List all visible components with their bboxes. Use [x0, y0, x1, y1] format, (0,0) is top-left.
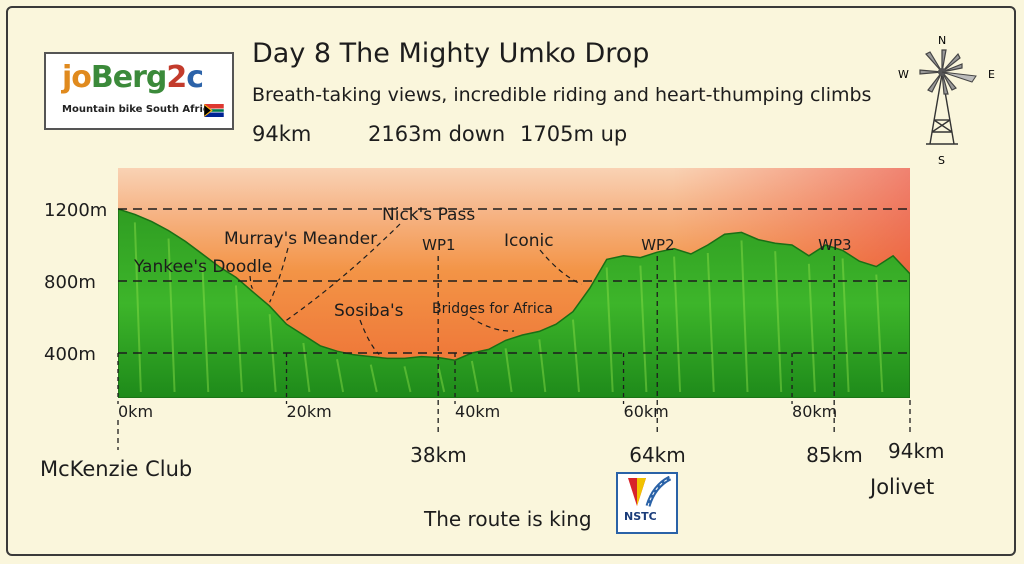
waypoint-km-label: 85km	[806, 443, 863, 467]
compass-n: N	[938, 34, 946, 47]
x-tick-label: 20km	[287, 402, 332, 421]
annotation-leader	[286, 223, 401, 321]
terrain-area	[118, 208, 910, 398]
terrain-streak	[740, 240, 749, 393]
page-subtitle: Breath-taking views, incredible riding a…	[252, 84, 872, 106]
finish-label: Jolivet	[868, 475, 934, 499]
terrain-highlights	[133, 222, 884, 393]
logo-tagline: Mountain bike South Africa	[62, 104, 216, 115]
annotation-label: Sosiba's	[334, 301, 404, 321]
waypoints: WP1 38km WP2 64km WP3 85km	[410, 236, 863, 467]
x-tick-label: 80km	[792, 402, 837, 421]
compass-w: W	[898, 68, 909, 81]
start-label: McKenzie Club	[40, 457, 192, 481]
terrain-streak	[673, 256, 682, 393]
jobarg2c-logo: joBerg2c Mountain bike South Africa	[44, 52, 234, 130]
logo-wordmark: joBerg2c	[62, 60, 204, 95]
annotation-leader	[469, 316, 515, 332]
terrain-streak	[504, 348, 513, 393]
y-tick-label: 400m	[44, 344, 96, 365]
compass-s: S	[938, 154, 945, 167]
y-tick-label: 1200m	[44, 200, 107, 221]
terrain-streak	[807, 263, 816, 393]
windmill-icon: N E S W	[898, 34, 995, 167]
waypoint-label: WP1	[422, 236, 455, 254]
route-motto: The route is king	[424, 507, 592, 531]
terrain-streak	[201, 261, 210, 393]
terrain-streak	[706, 252, 715, 393]
terrain-streak	[133, 222, 142, 393]
compass-e: E	[988, 68, 995, 81]
page-title: Day 8 The Mighty Umko Drop	[252, 38, 650, 69]
page-frame	[6, 6, 1016, 556]
waypoint-label: WP2	[641, 236, 674, 254]
terrain-streak	[336, 359, 345, 393]
elevation-gridlines	[118, 208, 910, 354]
south-africa-flag-icon	[204, 104, 224, 117]
annotation-label: Iconic	[504, 231, 554, 251]
terrain-streak	[875, 274, 884, 393]
y-axis-labels: 400m 800m 1200m	[44, 200, 107, 365]
waypoint-km-label: 38km	[410, 443, 467, 467]
y-tick-label: 800m	[44, 272, 96, 293]
annotation-label: Nick's Pass	[382, 205, 475, 225]
annotation-label: Bridges for Africa	[432, 301, 553, 317]
waypoint-km-label: 64km	[629, 443, 686, 467]
terrain-streak	[470, 360, 479, 393]
annotation-label: Murray's Meander	[224, 229, 377, 249]
finish-km-label: 94km	[888, 439, 945, 463]
annotation-label: Yankee's Doodle	[133, 257, 272, 277]
terrain-streak	[167, 238, 176, 393]
terrain-streak	[403, 366, 412, 393]
x-tick-label: 40km	[455, 402, 500, 421]
terrain-streak	[774, 251, 783, 393]
x-axis-ticks: 0km 20km 40km 60km 80km	[117, 353, 837, 421]
distance-stat: 94km	[252, 122, 312, 146]
descent-stat: 2163m down	[368, 122, 506, 146]
terrain-streak	[571, 319, 580, 393]
terrain-streak	[605, 267, 614, 393]
terrain-streak	[369, 364, 378, 393]
terrain-streak	[639, 265, 648, 393]
badge-label: NSTC	[624, 510, 657, 523]
waypoint-label: WP3	[818, 236, 851, 254]
nstc-badge-icon: NSTC	[616, 472, 678, 534]
terrain-streak	[234, 285, 243, 393]
x-tick-label: 0km	[118, 402, 153, 421]
start-finish-markers: McKenzie Club 94km Jolivet	[40, 400, 945, 499]
annotation-leader	[249, 275, 254, 289]
annotation-leader	[359, 319, 380, 355]
terrain-streak	[302, 342, 311, 393]
x-tick-label: 60km	[624, 402, 669, 421]
ascent-stat: 1705m up	[520, 122, 628, 146]
terrain-streak	[437, 365, 446, 393]
terrain-streak	[538, 339, 547, 393]
annotation-leader	[539, 249, 582, 285]
